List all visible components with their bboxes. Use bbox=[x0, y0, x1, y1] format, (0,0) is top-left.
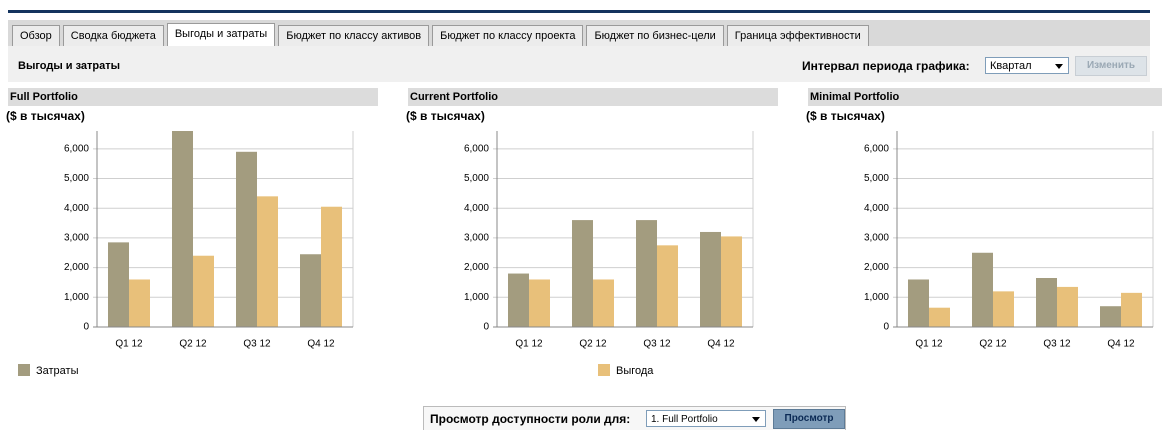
bar bbox=[972, 252, 993, 327]
bar bbox=[321, 206, 342, 327]
dropdown-arrow bbox=[752, 417, 760, 422]
y-tick-label: 6,000 bbox=[64, 143, 89, 154]
tab[interactable]: Граница эффективности bbox=[726, 25, 869, 46]
x-tick-label: Q3 12 bbox=[643, 339, 671, 350]
section-title: Выгоды и затраты bbox=[18, 60, 121, 72]
top-line bbox=[8, 10, 1150, 13]
bar bbox=[236, 151, 257, 327]
legend-label: Выгода bbox=[616, 365, 654, 377]
x-tick-label: Q1 12 bbox=[915, 339, 943, 350]
legend-label: Затраты bbox=[36, 365, 79, 377]
bar bbox=[929, 307, 950, 327]
x-tick-label: Q4 12 bbox=[707, 339, 735, 350]
interval-label: Интервал периода графика: bbox=[802, 59, 970, 73]
bar bbox=[529, 279, 550, 327]
footer-label: Просмотр доступности роли для: bbox=[430, 412, 631, 426]
view-button[interactable]: Просмотр bbox=[773, 409, 845, 429]
chart-title-bar bbox=[8, 88, 378, 106]
y-tick-label: 2,000 bbox=[64, 262, 89, 273]
chart-title: Current Portfolio bbox=[410, 91, 498, 103]
chart-title-bar bbox=[808, 88, 1162, 106]
x-tick-label: Q4 12 bbox=[1107, 339, 1135, 350]
bar bbox=[108, 242, 129, 327]
x-tick-label: Q4 12 bbox=[307, 339, 335, 350]
apply-button[interactable]: Изменить bbox=[1075, 56, 1147, 76]
footer: Просмотр доступности роли для: 1. Full P… bbox=[423, 406, 846, 430]
bar bbox=[993, 291, 1014, 327]
chart-subtitle: ($ в тысячах) bbox=[406, 109, 485, 123]
interval-select[interactable]: Квартал bbox=[985, 57, 1069, 74]
y-tick-label: 0 bbox=[483, 322, 489, 333]
y-tick-label: 0 bbox=[83, 322, 89, 333]
bar bbox=[636, 220, 657, 327]
y-tick-label: 3,000 bbox=[64, 233, 89, 244]
y-tick-label: 0 bbox=[883, 322, 889, 333]
y-tick-label: 1,000 bbox=[464, 292, 489, 303]
y-tick-label: 6,000 bbox=[464, 143, 489, 154]
y-tick-label: 4,000 bbox=[64, 203, 89, 214]
bar bbox=[572, 220, 593, 327]
y-tick-label: 2,000 bbox=[864, 262, 889, 273]
chart-subtitle: ($ в тысячах) bbox=[806, 109, 885, 123]
portfolio-select[interactable]: 1. Full Portfolio bbox=[646, 410, 766, 427]
bar bbox=[1057, 286, 1078, 327]
y-tick-label: 4,000 bbox=[864, 203, 889, 214]
x-tick-label: Q2 12 bbox=[179, 339, 207, 350]
chart-subtitle: ($ в тысячах) bbox=[6, 109, 85, 123]
x-tick-label: Q2 12 bbox=[979, 339, 1007, 350]
tab[interactable]: Бюджет по бизнес-цели bbox=[586, 25, 724, 46]
y-tick-label: 5,000 bbox=[64, 173, 89, 184]
legend-swatch bbox=[598, 364, 610, 376]
toolbar: Выгоды и затраты Интервал периода график… bbox=[8, 46, 1150, 82]
y-tick-label: 5,000 bbox=[464, 173, 489, 184]
tab[interactable]: Бюджет по классу активов bbox=[278, 25, 430, 46]
bar bbox=[1100, 306, 1121, 327]
y-tick-label: 1,000 bbox=[864, 292, 889, 303]
y-tick-label: 1,000 bbox=[64, 292, 89, 303]
bar bbox=[193, 255, 214, 327]
interval-value: Квартал bbox=[990, 60, 1032, 72]
x-tick-label: Q3 12 bbox=[1043, 339, 1071, 350]
x-tick-label: Q2 12 bbox=[579, 339, 607, 350]
y-tick-label: 3,000 bbox=[464, 233, 489, 244]
bar bbox=[908, 279, 929, 327]
tab[interactable]: Обзор bbox=[12, 25, 60, 46]
bar bbox=[300, 254, 321, 327]
x-tick-label: Q1 12 bbox=[115, 339, 143, 350]
chart-title-bar bbox=[408, 88, 778, 106]
y-tick-label: 5,000 bbox=[864, 173, 889, 184]
chart-title: Minimal Portfolio bbox=[810, 91, 900, 103]
bar bbox=[657, 245, 678, 327]
y-tick-label: 4,000 bbox=[464, 203, 489, 214]
tab[interactable]: Бюджет по классу проекта bbox=[432, 25, 584, 46]
bar bbox=[508, 273, 529, 327]
x-tick-label: Q1 12 bbox=[515, 339, 543, 350]
dropdown-arrow bbox=[1055, 64, 1063, 69]
tab[interactable]: Сводка бюджета bbox=[62, 25, 164, 46]
bar bbox=[1036, 278, 1057, 327]
x-tick-label: Q3 12 bbox=[243, 339, 271, 350]
bar bbox=[172, 131, 193, 327]
bar bbox=[721, 236, 742, 327]
portfolio-value: 1. Full Portfolio bbox=[651, 414, 718, 425]
bar bbox=[129, 279, 150, 327]
charts: Full Portfolio ($ в тысячах) 0 1,000 2,000 3,… bbox=[6, 88, 1162, 377]
chart-title: Full Portfolio bbox=[10, 91, 78, 103]
legend-swatch bbox=[18, 364, 30, 376]
y-tick-label: 2,000 bbox=[464, 262, 489, 273]
bar bbox=[593, 279, 614, 327]
y-tick-label: 3,000 bbox=[864, 233, 889, 244]
y-tick-label: 6,000 bbox=[864, 143, 889, 154]
bar bbox=[700, 231, 721, 327]
bar bbox=[1121, 292, 1142, 327]
tab-bar: Обзор Сводка бюджета Выгоды и затраты Бюдже… bbox=[8, 20, 1150, 46]
bar bbox=[257, 196, 278, 327]
tab[interactable]: Выгоды и затраты bbox=[166, 23, 276, 46]
